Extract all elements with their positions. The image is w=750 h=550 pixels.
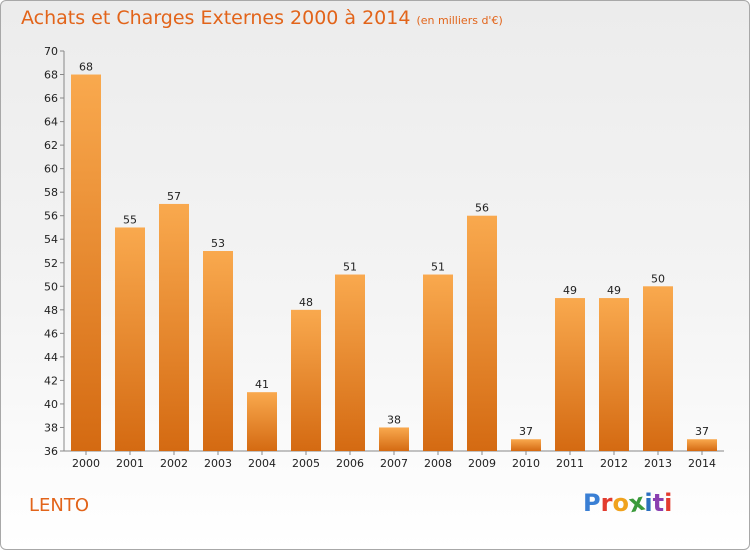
bar: [203, 251, 233, 451]
x-tick-label: 2003: [204, 457, 232, 470]
y-tick-label: 40: [44, 398, 58, 411]
y-tick-label: 36: [44, 445, 58, 458]
x-tick-label: 2013: [644, 457, 672, 470]
y-tick-label: 54: [44, 233, 58, 246]
x-tick-label: 2010: [512, 457, 540, 470]
x-tick-label: 2005: [292, 457, 320, 470]
logo-letter: i: [644, 489, 653, 517]
data-label: 56: [475, 202, 489, 215]
chart-bars: 68 55 57 53 41 48 51 38 51 56 37 49 49 50 37: [71, 61, 717, 451]
data-label: 51: [343, 261, 357, 274]
y-tick-label: 44: [44, 351, 58, 364]
bar: [159, 203, 189, 451]
chart-title: Achats et Charges Externes 2000 à 2014 (e…: [21, 7, 503, 29]
y-tick-label: 62: [44, 139, 58, 152]
x-tick-label: 2004: [248, 457, 276, 470]
y-tick-label: 68: [44, 69, 58, 82]
x-tick-label: 2002: [160, 457, 188, 470]
bar: [115, 227, 145, 451]
data-label: 37: [519, 425, 533, 438]
y-tick-label: 56: [44, 210, 58, 223]
y-tick-label: 60: [44, 163, 58, 176]
y-tick-label: 58: [44, 186, 58, 199]
y-tick-label: 70: [44, 45, 58, 58]
x-tick-label: 2009: [468, 457, 496, 470]
chart-unit: (en milliers d'€): [416, 14, 503, 27]
data-label: 49: [607, 284, 621, 297]
bar: [643, 286, 673, 451]
bar: [423, 274, 453, 451]
bar: [687, 439, 717, 451]
y-tick-label: 38: [44, 421, 58, 434]
x-tick-label: 2000: [72, 457, 100, 470]
x-tick-label: 2014: [688, 457, 716, 470]
proxiti-logo[interactable]: Proxiti: [583, 488, 673, 519]
data-label: 41: [255, 378, 269, 391]
logo-letter: P: [583, 489, 601, 517]
data-label: 50: [651, 272, 665, 285]
bar: [247, 392, 277, 451]
data-label: 37: [695, 425, 709, 438]
x-tick-label: 2011: [556, 457, 584, 470]
bar: [291, 309, 321, 451]
y-tick-label: 52: [44, 257, 58, 270]
bar: [467, 215, 497, 451]
data-label: 48: [299, 296, 313, 309]
logo-letter: t: [652, 489, 665, 517]
data-label: 53: [211, 237, 225, 250]
logo-letter: i: [664, 489, 673, 517]
x-tick-label: 2008: [424, 457, 452, 470]
y-tick-label: 42: [44, 374, 58, 387]
x-tick-label: 2012: [600, 457, 628, 470]
bar: [555, 298, 585, 451]
y-tick-label: 50: [44, 280, 58, 293]
bar: [599, 298, 629, 451]
data-label: 68: [79, 61, 93, 74]
x-tick-label: 2006: [336, 457, 364, 470]
y-tick-label: 66: [44, 92, 58, 105]
y-tick-label: 64: [44, 116, 58, 129]
y-tick-label: 48: [44, 304, 58, 317]
chart-title-text: Achats et Charges Externes 2000 à 2014: [21, 7, 411, 29]
logo-letter: r: [600, 489, 613, 517]
data-label: 57: [167, 190, 181, 203]
x-tick-label: 2001: [116, 457, 144, 470]
bar: [71, 74, 101, 451]
y-tick-label: 46: [44, 327, 58, 340]
data-label: 51: [431, 261, 445, 274]
data-label: 55: [123, 213, 137, 226]
data-label: 38: [387, 413, 401, 426]
place-name: LENTO: [29, 495, 90, 516]
bar: [511, 439, 541, 451]
data-label: 49: [563, 284, 577, 297]
x-tick-label: 2007: [380, 457, 408, 470]
bar: [335, 274, 365, 451]
logo-letter: o: [612, 489, 629, 517]
bar: [379, 427, 409, 451]
